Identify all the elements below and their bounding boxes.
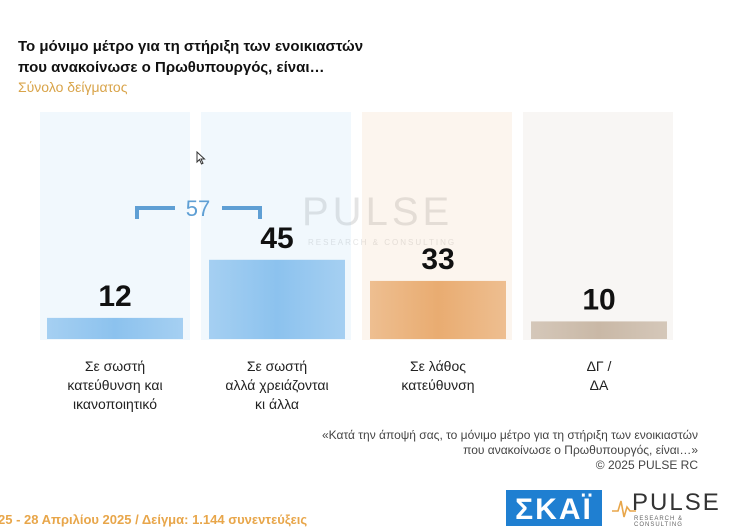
category-label-0-line-2: ικανοποιητικό (72, 396, 158, 412)
category-label-3-line-0: ΔΓ / (586, 358, 612, 374)
category-label-0-line-1: κατεύθυνση και (67, 377, 163, 393)
note-line-1: «Κατά την άποψή σας, το μόνιμο μέτρο για… (321, 428, 698, 442)
note-copyright: © 2025 PULSE RC (595, 458, 698, 472)
category-label-2: Σε λάθος κατεύθυνση (358, 357, 518, 395)
bar-value-label-2: 33 (421, 243, 454, 276)
bracket-right (222, 206, 262, 219)
category-label-1-line-2: κι άλλα (255, 396, 299, 412)
pulse-logo: PULSE RESEARCH & CONSULTING (612, 489, 728, 528)
bar-value-label-0: 12 (98, 280, 131, 313)
pulse-logo-word: PULSE (632, 489, 721, 516)
bracket-total-label: 57 (186, 196, 210, 221)
category-label-3-line-1: ΔΑ (589, 377, 609, 393)
bar-value-label-1: 45 (260, 222, 293, 255)
bar-background-0 (40, 112, 190, 340)
bar-value-label-3: 10 (582, 283, 615, 316)
chart-subtitle: Σύνολο δείγματος (18, 79, 128, 95)
bracket-left (135, 206, 175, 219)
category-label-2-line-0: Σε λάθος (410, 358, 466, 374)
category-label-2-line-1: κατεύθυνση (401, 377, 475, 393)
pulse-logo-sub: RESEARCH & CONSULTING (634, 516, 684, 528)
chart-title: Το μόνιμο μέτρο για τη στήριξη των ενοικ… (18, 36, 363, 78)
category-label-1-line-0: Σε σωστή (246, 358, 308, 374)
category-label-1: Σε σωστή αλλά χρειάζονται κι άλλα (197, 357, 357, 414)
bar-2 (370, 280, 506, 339)
bar-0 (47, 317, 183, 339)
title-line-2: που ανακοίνωσε ο Πρωθυπουργός, είναι… (18, 59, 325, 76)
category-label-1-line-1: αλλά χρειάζονται (225, 377, 329, 393)
bar-background-3 (523, 112, 673, 340)
title-line-1: Το μόνιμο μέτρο για τη στήριξη των ενοικ… (18, 38, 364, 55)
category-label-0: Σε σωστή κατεύθυνση και ικανοποιητικό (35, 357, 195, 414)
question-note: «Κατά την άποψή σας, το μόνιμο μέτρο για… (322, 428, 698, 473)
survey-footer: 25 - 28 Απριλίου 2025 / Δείγμα: 1.144 συ… (0, 512, 308, 527)
watermark-pulse: PULSE (302, 190, 454, 234)
skai-logo: ΣΚΑΪ (506, 490, 602, 526)
watermark-sub: RESEARCH & CONSULTING (308, 238, 457, 247)
note-line-2: που ανακοίνωσε ο Πρωθυπουργός, είναι…» (463, 443, 698, 457)
pulse-wave-icon (612, 500, 636, 518)
bar-3 (531, 321, 667, 339)
mouse-cursor-icon (196, 151, 206, 165)
category-label-3: ΔΓ / ΔΑ (519, 357, 679, 395)
bar-1 (209, 259, 345, 339)
category-label-0-line-0: Σε σωστή (84, 358, 146, 374)
